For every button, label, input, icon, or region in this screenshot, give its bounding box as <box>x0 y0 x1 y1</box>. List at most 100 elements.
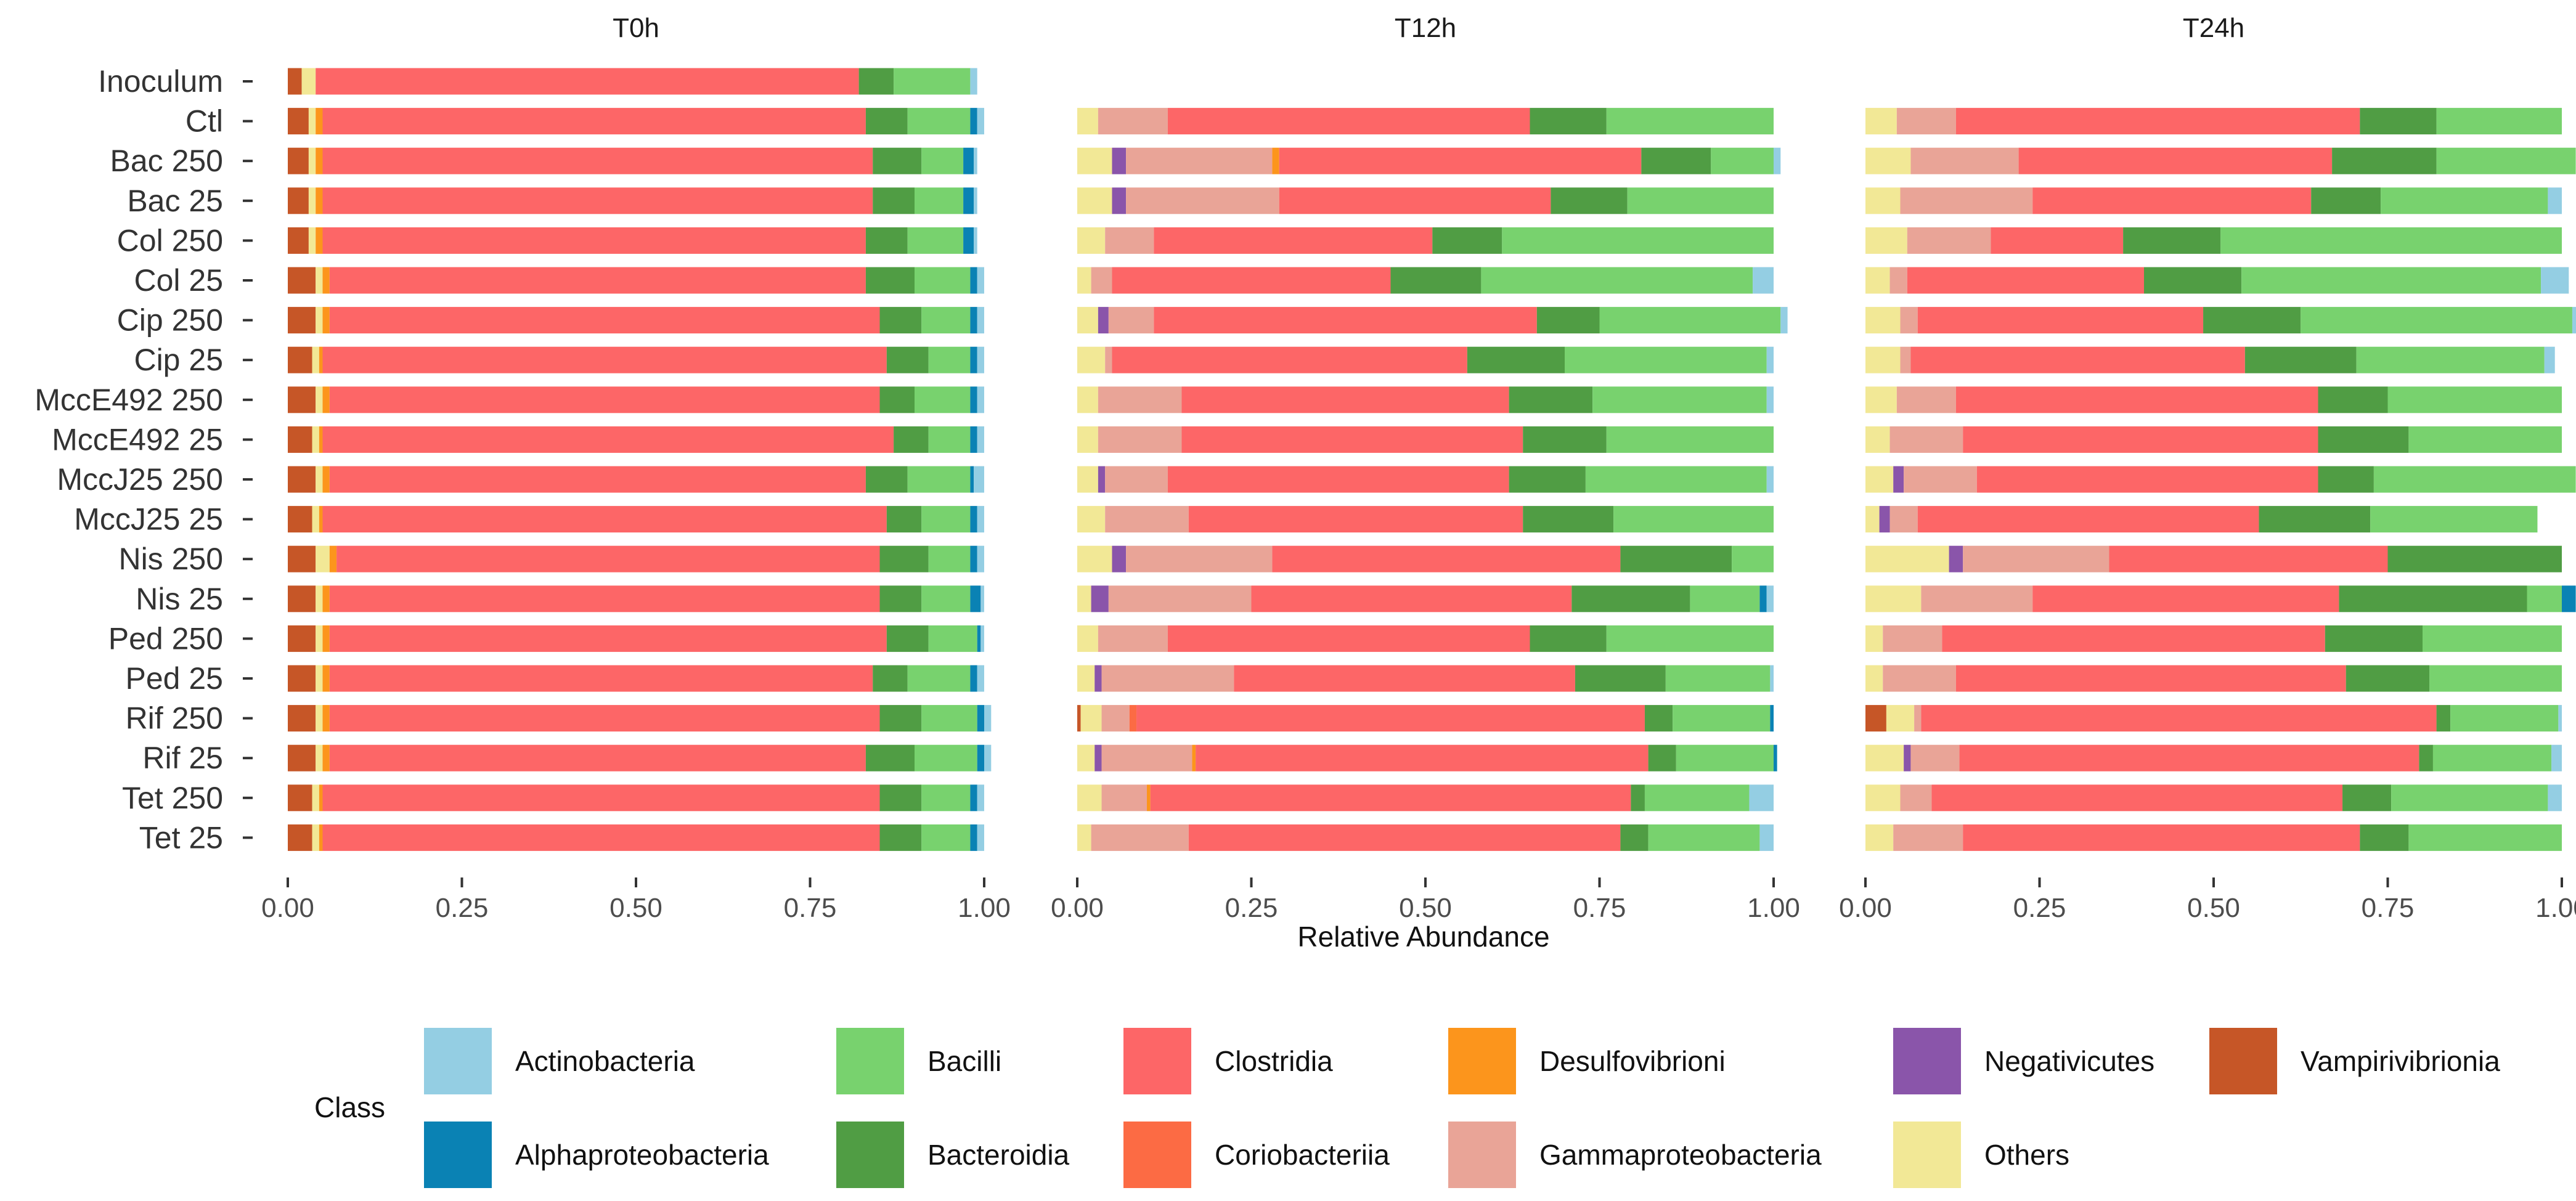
bar-segment-gammaproteobacteria-bac-250 <box>1910 147 2019 174</box>
bar-segment-bacilli-rif-250 <box>2450 705 2559 732</box>
bar-segment-negativicutes-mccj25-250 <box>1893 466 1904 493</box>
bar-segment-bacilli-nis-250 <box>1732 545 1774 572</box>
x-tick-label: 1.00 <box>1747 893 1800 923</box>
row-label-col-250: Col 250 <box>117 223 223 258</box>
bar-segment-bacilli-tet-250 <box>1644 784 1750 812</box>
bar-segment-bacilli-bac-250 <box>2436 147 2576 174</box>
bar-segment-gammaproteobacteria-bac-25 <box>1126 187 1279 214</box>
bar-segment-others-cip-25 <box>312 346 319 373</box>
bar-segment-gammaproteobacteria-tet-25 <box>1091 824 1189 851</box>
row-label-ctl: Ctl <box>185 104 223 139</box>
bar-segment-gammaproteobacteria-mccj25-25 <box>1105 506 1189 533</box>
bar-segment-clostridia-cip-25 <box>1910 346 2245 373</box>
bar-segment-alphaproteobacteria-rif-250 <box>1770 705 1774 732</box>
bar-segment-gammaproteobacteria-tet-250 <box>1101 784 1147 812</box>
bar-segment-bacteroidia-mccj25-25 <box>2259 506 2371 533</box>
bar-segment-alphaproteobacteria-ctl <box>970 108 977 135</box>
bar-segment-negativicutes-nis-25 <box>1091 585 1109 613</box>
bar-segment-gammaproteobacteria-rif-250 <box>1101 705 1130 732</box>
legend-label: Others <box>1984 1139 2069 1171</box>
bar-segment-bacilli-col-25 <box>1481 267 1753 294</box>
x-tick-label: 0.00 <box>1839 893 1892 923</box>
row-label-nis-250: Nis 250 <box>118 542 223 576</box>
bar-segment-bacteroidia-mccj25-25 <box>886 506 922 533</box>
bar-segment-vampirivibrionia-mccj25-250 <box>288 466 316 493</box>
bar-segment-bacilli-mcce492-25 <box>928 426 971 453</box>
bar-segment-actinobacteria-cip-250 <box>977 307 984 334</box>
bar-segment-bacilli-tet-25 <box>2408 824 2562 851</box>
bar-segment-bacilli-tet-25 <box>921 824 971 851</box>
bar-segment-alphaproteobacteria-rif-25 <box>1774 744 1777 771</box>
bar-segment-vampirivibrionia-col-25 <box>288 267 316 294</box>
bar-segment-actinobacteria-ped-25 <box>977 665 984 692</box>
bar-segment-gammaproteobacteria-mccj25-250 <box>1105 466 1168 493</box>
bar-segment-actinobacteria-tet-250 <box>977 784 984 812</box>
bar-segment-bacilli-cip-25 <box>928 346 971 373</box>
bar-segment-bacteroidia-bac-250 <box>2332 147 2437 174</box>
legend-swatch <box>1123 1122 1191 1188</box>
bar-segment-vampirivibrionia-rif-250 <box>1077 705 1081 732</box>
bar-segment-negativicutes-ped-25 <box>1094 665 1102 692</box>
bar-segment-desulfovibrioni-mcce492-250 <box>322 386 330 413</box>
legend-label: Clostridia <box>1215 1045 1333 1077</box>
bar-segment-bacilli-ped-25 <box>2429 665 2562 692</box>
bar-segment-actinobacteria-bac-250 <box>1774 147 1781 174</box>
legend-items: Actinobacteria Alphaproteobacteria Bacilli… <box>424 1028 2500 1188</box>
bar-segment-clostridia-ped-25 <box>329 665 873 692</box>
bar-segment-desulfovibrioni-ped-25 <box>322 665 330 692</box>
bar-segment-bacilli-col-250 <box>907 227 964 254</box>
bar-segment-others-mccj25-25 <box>312 506 319 533</box>
bar-segment-others-ped-25 <box>1865 665 1883 692</box>
bars <box>288 68 2576 851</box>
bar-segment-clostridia-ped-25 <box>1234 665 1575 692</box>
bar-segment-desulfovibrioni-cip-25 <box>319 346 323 373</box>
bar-segment-gammaproteobacteria-nis-250 <box>1126 545 1273 572</box>
bar-segment-clostridia-mccj25-250 <box>1167 466 1509 493</box>
bar-segment-bacteroidia-nis-250 <box>879 545 929 572</box>
bar-segment-bacteroidia-mcce492-25 <box>2318 426 2409 453</box>
bar-segment-others-nis-25 <box>1865 585 1922 613</box>
bar-segment-bacteroidia-bac-250 <box>873 147 922 174</box>
bar-segment-gammaproteobacteria-nis-25 <box>1921 585 2033 613</box>
bar-segment-others-mccj25-25 <box>1077 506 1106 533</box>
row-label-col-25: Col 25 <box>134 263 223 298</box>
bar-segment-bacilli-ped-250 <box>1606 625 1774 652</box>
bar-segment-gammaproteobacteria-nis-25 <box>1108 585 1252 613</box>
x-tick-label: 0.00 <box>261 893 314 923</box>
bar-segment-clostridia-ped-250 <box>329 625 887 652</box>
bar-segment-gammaproteobacteria-bac-25 <box>1900 187 2033 214</box>
legend-label: Actinobacteria <box>515 1045 695 1077</box>
bar-segment-clostridia-mcce492-250 <box>1181 386 1509 413</box>
bar-segment-gammaproteobacteria-ped-250 <box>1883 625 1942 652</box>
bar-segment-others-col-25 <box>1865 267 1890 294</box>
bar-segment-bacteroidia-nis-25 <box>2339 585 2527 613</box>
bar-segment-clostridia-bac-25 <box>1279 187 1551 214</box>
bar-segment-actinobacteria-bac-25 <box>974 187 977 214</box>
bar-segment-bacteroidia-bac-25 <box>873 187 915 214</box>
bar-segment-desulfovibrioni-tet-250 <box>319 784 323 812</box>
bar-segment-clostridia-mcce492-25 <box>1181 426 1523 453</box>
bar-segment-vampirivibrionia-ped-250 <box>288 625 316 652</box>
bar-segment-desulfovibrioni-cip-250 <box>322 307 330 334</box>
legend-item-vampirivibrionia: Vampirivibrionia <box>2209 1028 2500 1094</box>
bar-segment-bacteroidia-rif-250 <box>879 705 922 732</box>
bar-segment-vampirivibrionia-rif-250 <box>288 705 316 732</box>
bar-segment-clostridia-nis-25 <box>329 585 880 613</box>
bar-segment-bacteroidia-rif-25 <box>865 744 915 771</box>
bar-segment-others-tet-250 <box>1077 784 1102 812</box>
bar-segment-others-nis-25 <box>316 585 323 613</box>
bar-segment-others-mccj25-250 <box>1865 466 1894 493</box>
bar-segment-clostridia-mcce492-250 <box>329 386 880 413</box>
bar-segment-others-ped-250 <box>1865 625 1883 652</box>
row-label-mcce492-250: MccE492 250 <box>35 383 223 417</box>
panel-title-t0h: T0h <box>613 13 659 43</box>
bar-segment-bacilli-cip-250 <box>2301 307 2572 334</box>
x-tick-label: 0.25 <box>436 893 489 923</box>
bar-segment-bacteroidia-ped-250 <box>1530 625 1607 652</box>
row-label-tet-25: Tet 25 <box>139 820 223 855</box>
legend-item-negativicutes: Negativicutes <box>1893 1028 2154 1094</box>
bar-segment-clostridia-col-250 <box>1154 227 1433 254</box>
bar-segment-desulfovibrioni-rif-250 <box>322 705 330 732</box>
bar-segment-others-cip-250 <box>1077 307 1098 334</box>
bar-segment-others-cip-25 <box>1865 346 1901 373</box>
